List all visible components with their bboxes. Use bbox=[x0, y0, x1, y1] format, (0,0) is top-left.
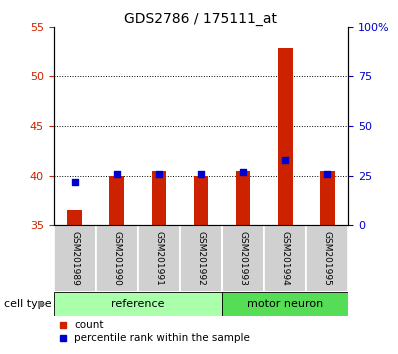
Bar bbox=[54, 292, 222, 316]
Bar bbox=[152, 171, 166, 225]
Bar bbox=[306, 225, 348, 292]
Bar bbox=[180, 225, 222, 292]
Text: reference: reference bbox=[111, 299, 165, 309]
Text: GSM201992: GSM201992 bbox=[197, 231, 205, 286]
Bar bbox=[236, 171, 250, 225]
Text: count: count bbox=[74, 320, 104, 330]
Point bbox=[198, 171, 204, 177]
Bar bbox=[278, 48, 293, 225]
Point bbox=[240, 169, 246, 175]
Text: percentile rank within the sample: percentile rank within the sample bbox=[74, 333, 250, 343]
Bar bbox=[96, 225, 138, 292]
Text: motor neuron: motor neuron bbox=[247, 299, 323, 309]
Bar bbox=[109, 176, 124, 225]
Text: ▶: ▶ bbox=[38, 299, 45, 309]
Bar bbox=[264, 225, 306, 292]
Text: GSM201991: GSM201991 bbox=[154, 231, 164, 286]
Title: GDS2786 / 175111_at: GDS2786 / 175111_at bbox=[125, 12, 277, 25]
Bar bbox=[54, 225, 96, 292]
Bar bbox=[222, 225, 264, 292]
Text: GSM201993: GSM201993 bbox=[238, 231, 248, 286]
Text: GSM201989: GSM201989 bbox=[70, 231, 79, 286]
Text: GSM201990: GSM201990 bbox=[112, 231, 121, 286]
Text: GSM201994: GSM201994 bbox=[281, 231, 290, 286]
Point bbox=[156, 171, 162, 177]
Bar bbox=[320, 171, 335, 225]
Point bbox=[282, 157, 288, 162]
Point bbox=[114, 171, 120, 177]
Text: GSM201995: GSM201995 bbox=[323, 231, 332, 286]
Bar bbox=[222, 292, 348, 316]
Point bbox=[72, 179, 78, 184]
Text: cell type: cell type bbox=[4, 299, 52, 309]
Bar bbox=[138, 225, 180, 292]
Bar bbox=[67, 211, 82, 225]
Bar bbox=[194, 176, 209, 225]
Point bbox=[324, 171, 330, 177]
